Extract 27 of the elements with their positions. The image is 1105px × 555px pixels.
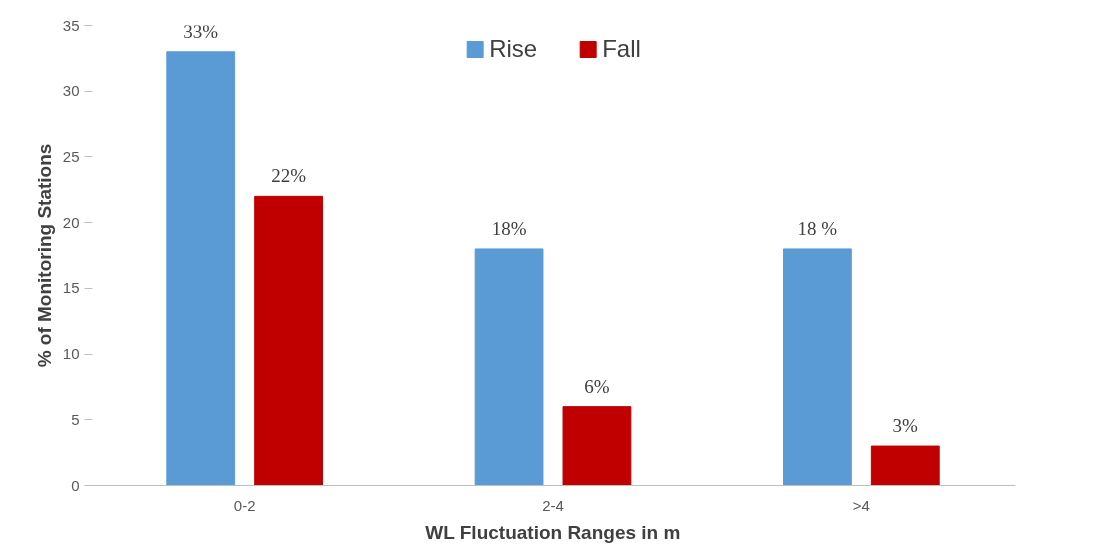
data-label: 3% bbox=[892, 415, 919, 437]
legend-label: Fall bbox=[602, 35, 641, 63]
legend-label: Rise bbox=[489, 35, 538, 63]
bar bbox=[870, 445, 940, 486]
bar bbox=[562, 406, 632, 486]
y-tick-label: 20 bbox=[62, 213, 80, 231]
y-axis-title: % of Monitoring Stations bbox=[33, 143, 55, 368]
x-axis-title: WL Fluctuation Ranges in m bbox=[425, 521, 681, 543]
y-tick-label: 5 bbox=[71, 410, 80, 428]
x-tick-label: >4 bbox=[852, 496, 870, 514]
data-label: 18 % bbox=[797, 217, 838, 239]
data-label: 6% bbox=[584, 375, 610, 397]
bar bbox=[782, 248, 852, 486]
bar bbox=[474, 248, 544, 486]
data-label: 33% bbox=[183, 20, 219, 42]
y-tick-label: 10 bbox=[62, 345, 80, 363]
y-tick-label: 0 bbox=[71, 476, 80, 494]
bar bbox=[254, 195, 324, 486]
data-label: 18% bbox=[491, 217, 527, 239]
y-tick-label: 35 bbox=[62, 16, 80, 34]
y-tick-label: 30 bbox=[62, 82, 80, 100]
data-label: 22% bbox=[271, 165, 307, 187]
x-tick-label: 0-2 bbox=[233, 496, 256, 514]
bar bbox=[166, 51, 236, 486]
y-tick-label: 15 bbox=[62, 279, 80, 297]
y-tick-label: 25 bbox=[62, 147, 80, 165]
x-tick-label: 2-4 bbox=[542, 496, 564, 514]
